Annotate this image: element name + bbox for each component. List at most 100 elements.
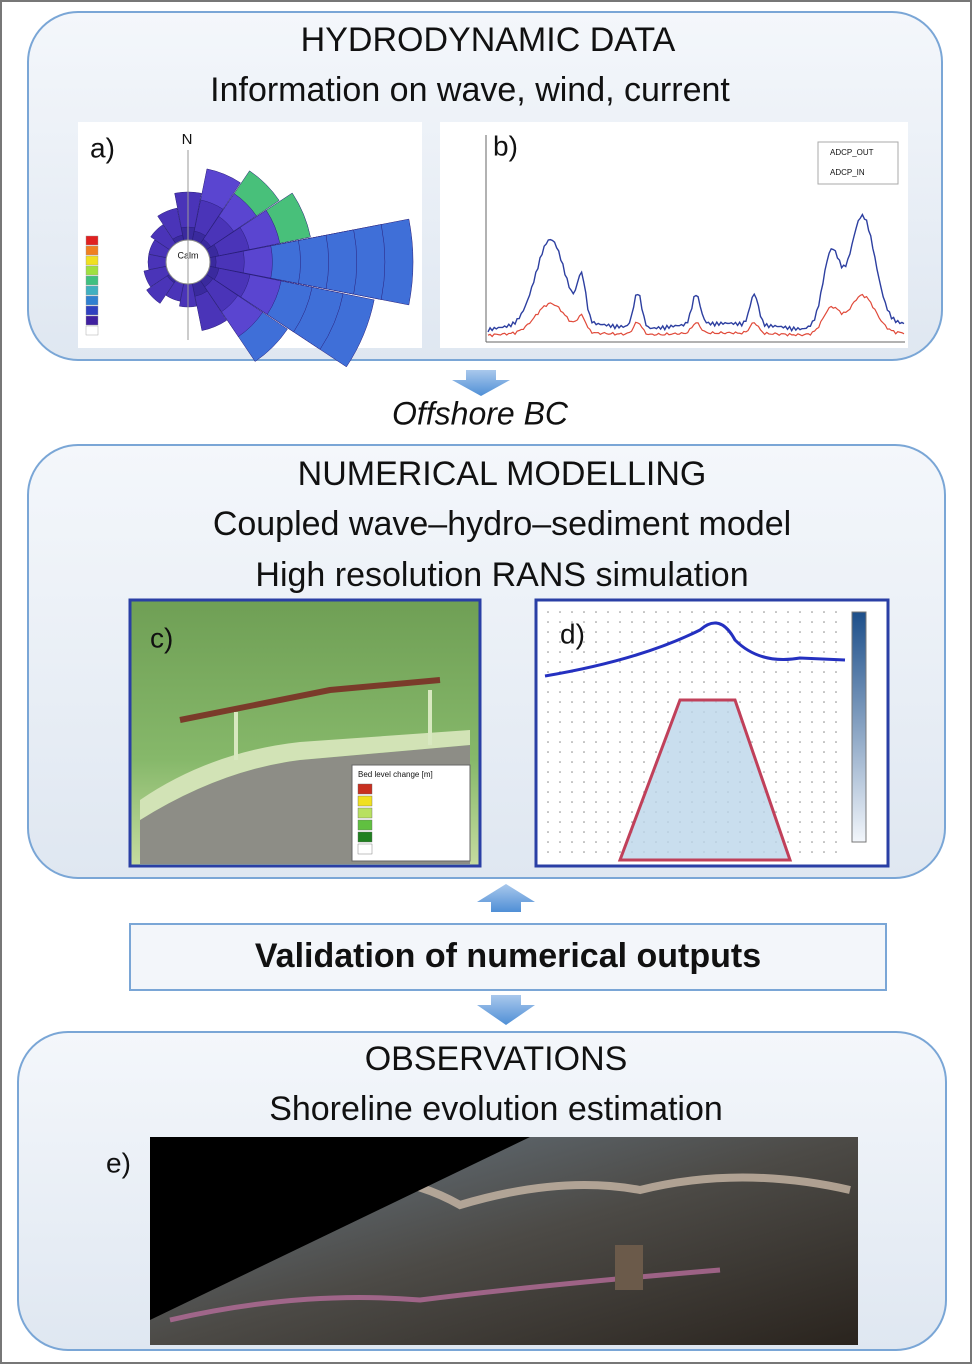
vector-dot (547, 751, 549, 753)
vector-dot (571, 781, 573, 783)
vector-dot (835, 811, 837, 813)
legend-swatch (358, 844, 372, 854)
vector-dot (583, 751, 585, 753)
vector-dot (715, 691, 717, 693)
vector-dot (679, 631, 681, 633)
vector-dot (607, 721, 609, 723)
vector-dot (667, 711, 669, 713)
vector-dot (655, 691, 657, 693)
section-line: Coupled wave–hydro–sediment model (213, 505, 791, 543)
vector-dot (655, 721, 657, 723)
vector-dot (811, 761, 813, 763)
vector-dot (775, 731, 777, 733)
north-label: N (182, 131, 193, 148)
vector-dot (547, 681, 549, 683)
vector-dot (739, 611, 741, 613)
vector-dot (811, 671, 813, 673)
vector-dot (583, 691, 585, 693)
vector-dot (667, 671, 669, 673)
legend-swatch (86, 286, 98, 295)
vector-dot (691, 671, 693, 673)
vector-dot (715, 651, 717, 653)
vector-dot (823, 801, 825, 803)
legend-swatch (86, 316, 98, 325)
vector-dot (835, 731, 837, 733)
vector-dot (607, 691, 609, 693)
vector-dot (811, 701, 813, 703)
vector-dot (667, 621, 669, 623)
vector-dot (751, 681, 753, 683)
vector-dot (739, 661, 741, 663)
vector-dot (775, 661, 777, 663)
vector-dot (751, 671, 753, 673)
vector-dot (787, 751, 789, 753)
vector-dot (751, 711, 753, 713)
vector-dot (571, 761, 573, 763)
vector-dot (595, 631, 597, 633)
vector-dot (595, 731, 597, 733)
vector-dot (799, 781, 801, 783)
vector-dot (643, 751, 645, 753)
vector-dot (763, 691, 765, 693)
validation-label: Validation of numerical outputs (255, 937, 761, 975)
panel-c: c) Bed level change [m] (130, 600, 480, 866)
vector-dot (643, 771, 645, 773)
vector-dot (811, 751, 813, 753)
vector-dot (667, 611, 669, 613)
vector-dot (799, 611, 801, 613)
vector-dot (835, 681, 837, 683)
vector-dot (667, 681, 669, 683)
vector-dot (775, 651, 777, 653)
vector-dot (823, 681, 825, 683)
vector-dot (631, 681, 633, 683)
vector-dot (559, 771, 561, 773)
vector-dot (823, 781, 825, 783)
vector-dot (559, 701, 561, 703)
vector-dot (631, 691, 633, 693)
vector-dot (559, 711, 561, 713)
vector-dot (775, 741, 777, 743)
vector-dot (787, 801, 789, 803)
vector-dot (811, 731, 813, 733)
vector-dot (643, 661, 645, 663)
vector-dot (811, 781, 813, 783)
vector-dot (763, 671, 765, 673)
vector-dot (595, 691, 597, 693)
panel-d: d) (536, 600, 888, 866)
vector-dot (823, 751, 825, 753)
vector-dot (643, 731, 645, 733)
vector-dot (559, 841, 561, 843)
legend-swatch (358, 832, 372, 842)
vector-dot (547, 641, 549, 643)
vector-dot (679, 651, 681, 653)
vector-dot (835, 641, 837, 643)
vector-dot (655, 631, 657, 633)
vector-dot (823, 671, 825, 673)
vector-dot (559, 611, 561, 613)
vector-dot (835, 841, 837, 843)
vector-dot (703, 651, 705, 653)
vector-dot (835, 621, 837, 623)
vector-dot (547, 801, 549, 803)
vector-dot (643, 761, 645, 763)
vector-dot (607, 841, 609, 843)
vector-dot (631, 701, 633, 703)
vector-dot (619, 821, 621, 823)
section-subtitle: Information on wave, wind, current (210, 71, 730, 109)
vector-dot (559, 661, 561, 663)
vector-dot (787, 841, 789, 843)
vector-dot (547, 711, 549, 713)
legend-swatch (358, 784, 372, 794)
vector-dot (715, 641, 717, 643)
vector-dot (799, 691, 801, 693)
vector-dot (595, 701, 597, 703)
legend-swatch (86, 326, 98, 335)
vector-dot (595, 621, 597, 623)
vector-dot (583, 651, 585, 653)
vector-dot (559, 741, 561, 743)
vector-dot (607, 731, 609, 733)
vector-dot (655, 651, 657, 653)
vector-dot (607, 621, 609, 623)
vector-dot (607, 781, 609, 783)
vector-dot (583, 781, 585, 783)
